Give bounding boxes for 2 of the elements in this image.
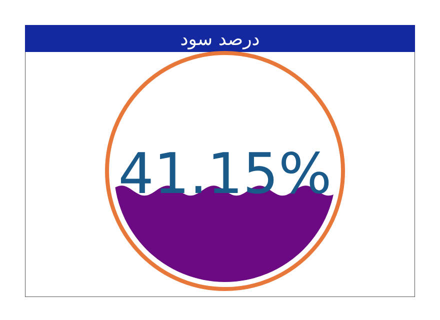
data-label: 41.15% [118,142,332,207]
text: درصد سود [180,29,260,50]
